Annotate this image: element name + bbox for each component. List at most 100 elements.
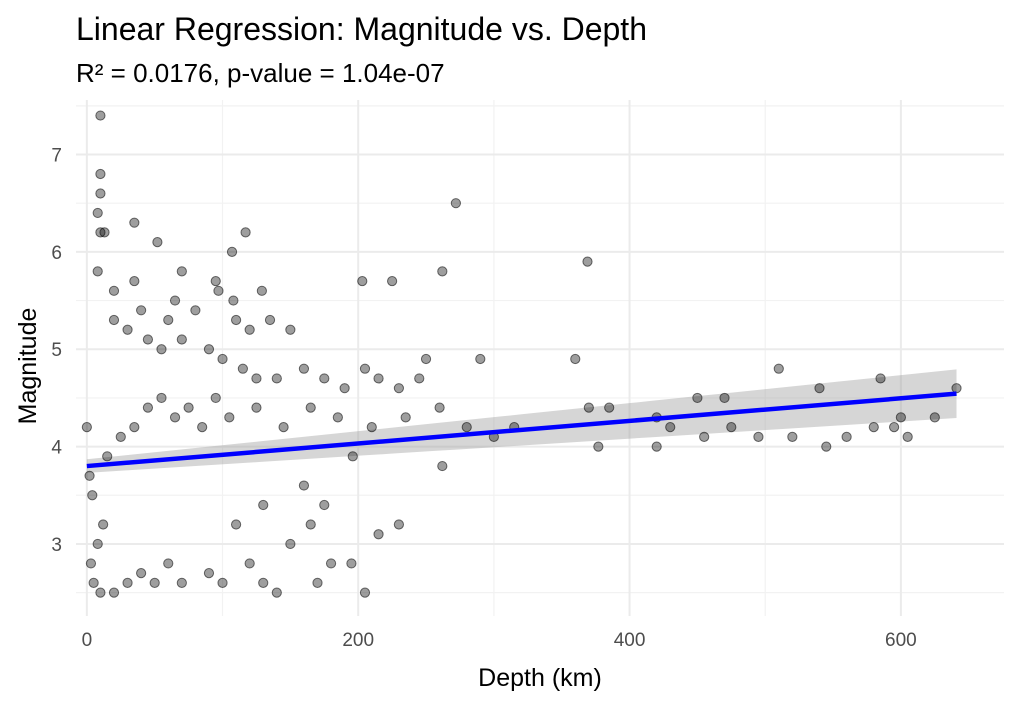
data-point [95, 110, 106, 121]
data-point [95, 168, 106, 180]
data-point [217, 577, 228, 588]
data-point [258, 499, 269, 511]
data-point [278, 422, 289, 433]
data-point [305, 402, 316, 413]
data-point [115, 431, 126, 442]
data-point [92, 266, 103, 277]
data-point [651, 441, 662, 452]
data-point [393, 519, 405, 530]
data-point [604, 402, 615, 413]
data-point [108, 314, 120, 326]
x-tick-label: 200 [342, 630, 374, 651]
data-point [213, 285, 224, 296]
regression-line [86, 391, 957, 469]
data-point [583, 402, 594, 413]
data-point [240, 227, 251, 238]
data-point [251, 373, 262, 384]
data-point [420, 353, 432, 365]
y-tick-label: 4 [51, 438, 62, 459]
data-point [753, 431, 764, 442]
data-point [319, 499, 330, 511]
y-tick-label: 7 [51, 146, 62, 167]
data-point [434, 402, 445, 413]
data-point [258, 577, 269, 588]
data-point [665, 422, 676, 433]
data-point [129, 217, 140, 228]
data-point [176, 334, 187, 345]
x-tick-label: 0 [82, 630, 93, 651]
data-point [359, 363, 371, 374]
data-point [210, 392, 221, 404]
data-point [814, 383, 825, 394]
data-point [339, 383, 350, 394]
data-point [81, 422, 92, 433]
data-point [217, 353, 228, 365]
data-point [226, 246, 238, 257]
data-point [450, 198, 461, 209]
data-point [346, 558, 357, 569]
data-point [582, 256, 593, 267]
data-point [176, 266, 187, 277]
data-point [264, 314, 276, 326]
data-point [312, 577, 323, 588]
data-point [230, 314, 242, 326]
data-point [108, 587, 120, 598]
data-point [163, 558, 174, 569]
data-point [190, 305, 201, 316]
data-point [437, 460, 448, 472]
data-point [183, 402, 194, 413]
data-point [773, 363, 784, 374]
data-point [889, 422, 900, 433]
data-point [142, 402, 154, 413]
data-point [99, 227, 110, 238]
data-point [152, 237, 163, 248]
data-point [122, 324, 133, 335]
chart-subtitle: R² = 0.0176, p-value = 1.04e-07 [76, 58, 445, 88]
x-axis-ticks: 0 200 400 600 [82, 630, 917, 651]
data-point [692, 392, 703, 404]
data-point [251, 402, 262, 413]
data-point [359, 587, 371, 598]
data-point [95, 188, 106, 199]
points-layer [81, 110, 962, 598]
data-point [169, 412, 181, 423]
data-point [156, 344, 167, 355]
data-point [461, 422, 472, 433]
data-point [230, 519, 242, 530]
data-point [85, 558, 97, 569]
data-point [142, 334, 154, 345]
data-point [400, 412, 411, 423]
data-point [298, 363, 310, 374]
chart-title: Linear Regression: Magnitude vs. Depth [76, 11, 647, 47]
data-point [203, 344, 215, 355]
data-point [169, 295, 181, 306]
data-point [373, 373, 384, 384]
data-point [92, 538, 103, 550]
data-point [357, 275, 368, 287]
data-point [570, 353, 581, 365]
data-point [129, 422, 140, 433]
data-point [102, 451, 113, 462]
data-point [298, 480, 310, 491]
data-point [271, 373, 282, 384]
data-point [868, 422, 879, 433]
data-point [726, 422, 737, 433]
fit-line-layer [86, 391, 957, 469]
x-tick-label: 400 [614, 630, 646, 651]
y-tick-label: 3 [51, 535, 62, 556]
data-point [98, 519, 109, 530]
data-point [875, 373, 886, 384]
data-point [203, 568, 215, 579]
data-point [332, 412, 343, 423]
y-tick-label: 5 [51, 340, 62, 361]
data-point [228, 295, 239, 306]
data-point [285, 538, 296, 550]
data-point [108, 285, 120, 296]
y-axis-title: Magnitude [14, 308, 42, 425]
x-tick-label: 600 [885, 630, 917, 651]
data-point [787, 431, 798, 442]
data-point [95, 227, 106, 238]
data-point [95, 587, 106, 598]
data-point [902, 431, 913, 442]
